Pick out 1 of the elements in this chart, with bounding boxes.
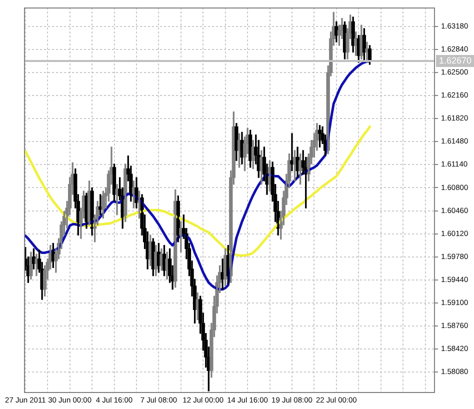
ref-line-label: 1.62670 xyxy=(439,56,472,66)
